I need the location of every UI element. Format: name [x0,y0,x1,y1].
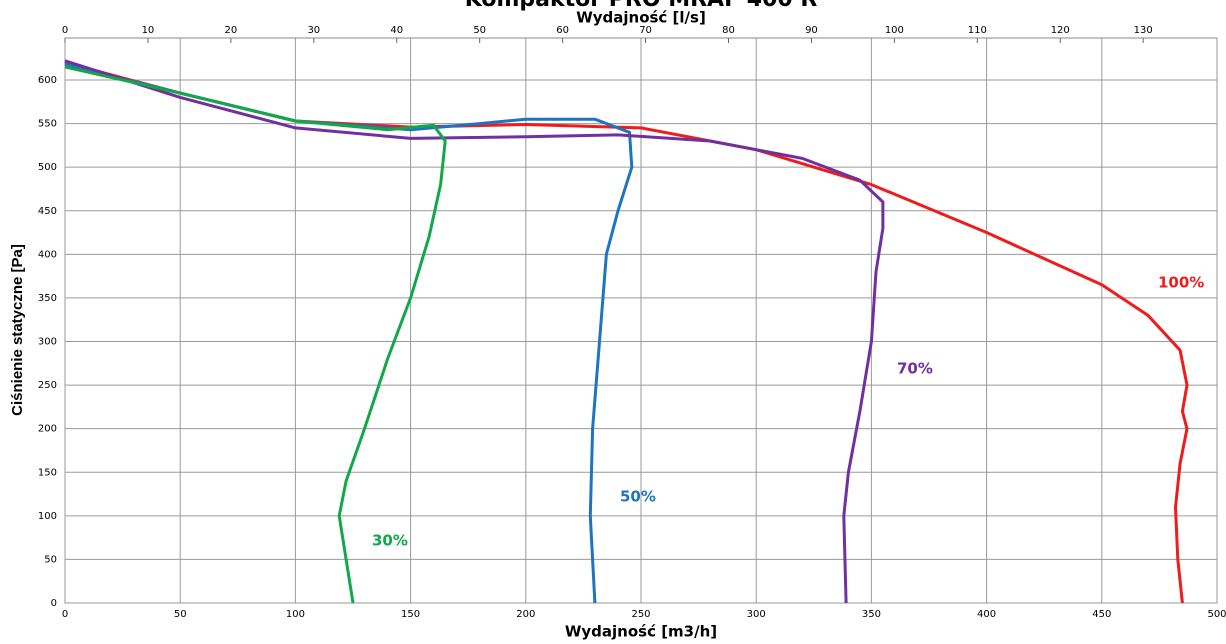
x-tick-label: 200 [516,609,535,620]
x2-tick-label: 10 [142,25,155,36]
y-tick-label: 450 [38,206,57,217]
x2-tick-label: 130 [1134,25,1153,36]
x2-axis-title: Wydajność [l/s] [576,9,706,27]
y-tick-label: 250 [38,380,57,391]
x2-tick-label: 80 [722,25,735,36]
series-label: 70% [897,360,933,378]
x-tick-label: 350 [862,609,881,620]
x-tick-label: 50 [174,609,187,620]
y-tick-label: 550 [38,119,57,130]
x-tick-label: 100 [286,609,305,620]
x2-tick-label: 110 [968,25,987,36]
y-tick-label: 50 [44,554,57,565]
x-tick-label: 250 [631,609,650,620]
x2-tick-label: 70 [639,25,652,36]
y-tick-label: 500 [38,162,57,173]
series-line [64,61,1189,604]
series-line [64,62,634,604]
y-tick-label: 150 [38,467,57,478]
y-tick-label: 400 [38,249,57,260]
x2-tick-label: 40 [390,25,403,36]
x2-tick-label: 100 [885,25,904,36]
x2-tick-label: 50 [473,25,486,36]
x-tick-label: 300 [747,609,766,620]
x-tick-label: 150 [401,609,420,620]
x-tick-label: 400 [977,609,996,620]
series-label: 100% [1158,274,1204,292]
series-label: 30% [372,532,408,550]
y-tick-label: 200 [38,424,57,435]
y-tick-label: 0 [51,598,57,609]
y-tick-label: 300 [38,337,57,348]
x2-tick-label: 60 [556,25,569,36]
x2-tick-label: 0 [62,25,68,36]
x-tick-label: 450 [1092,609,1111,620]
x-axis-title: Wydajność [m3/h] [565,623,717,641]
y-axis-title: Ciśnienie statyczne [Pa] [9,244,26,416]
series-line [64,65,447,604]
x2-tick-label: 30 [307,25,320,36]
series-line [64,59,885,604]
x-tick-label: 0 [62,609,68,620]
x2-tick-label: 90 [805,25,818,36]
y-tick-label: 350 [38,293,57,304]
chart-title: Kompaktor PRO MRAF 400 R [465,0,818,12]
x-tick-label: 500 [1207,609,1226,620]
x2-tick-label: 20 [225,25,238,36]
y-tick-label: 600 [38,75,57,86]
x2-tick-label: 120 [1051,25,1070,36]
y-tick-label: 100 [38,511,57,522]
series-label: 50% [620,488,656,506]
